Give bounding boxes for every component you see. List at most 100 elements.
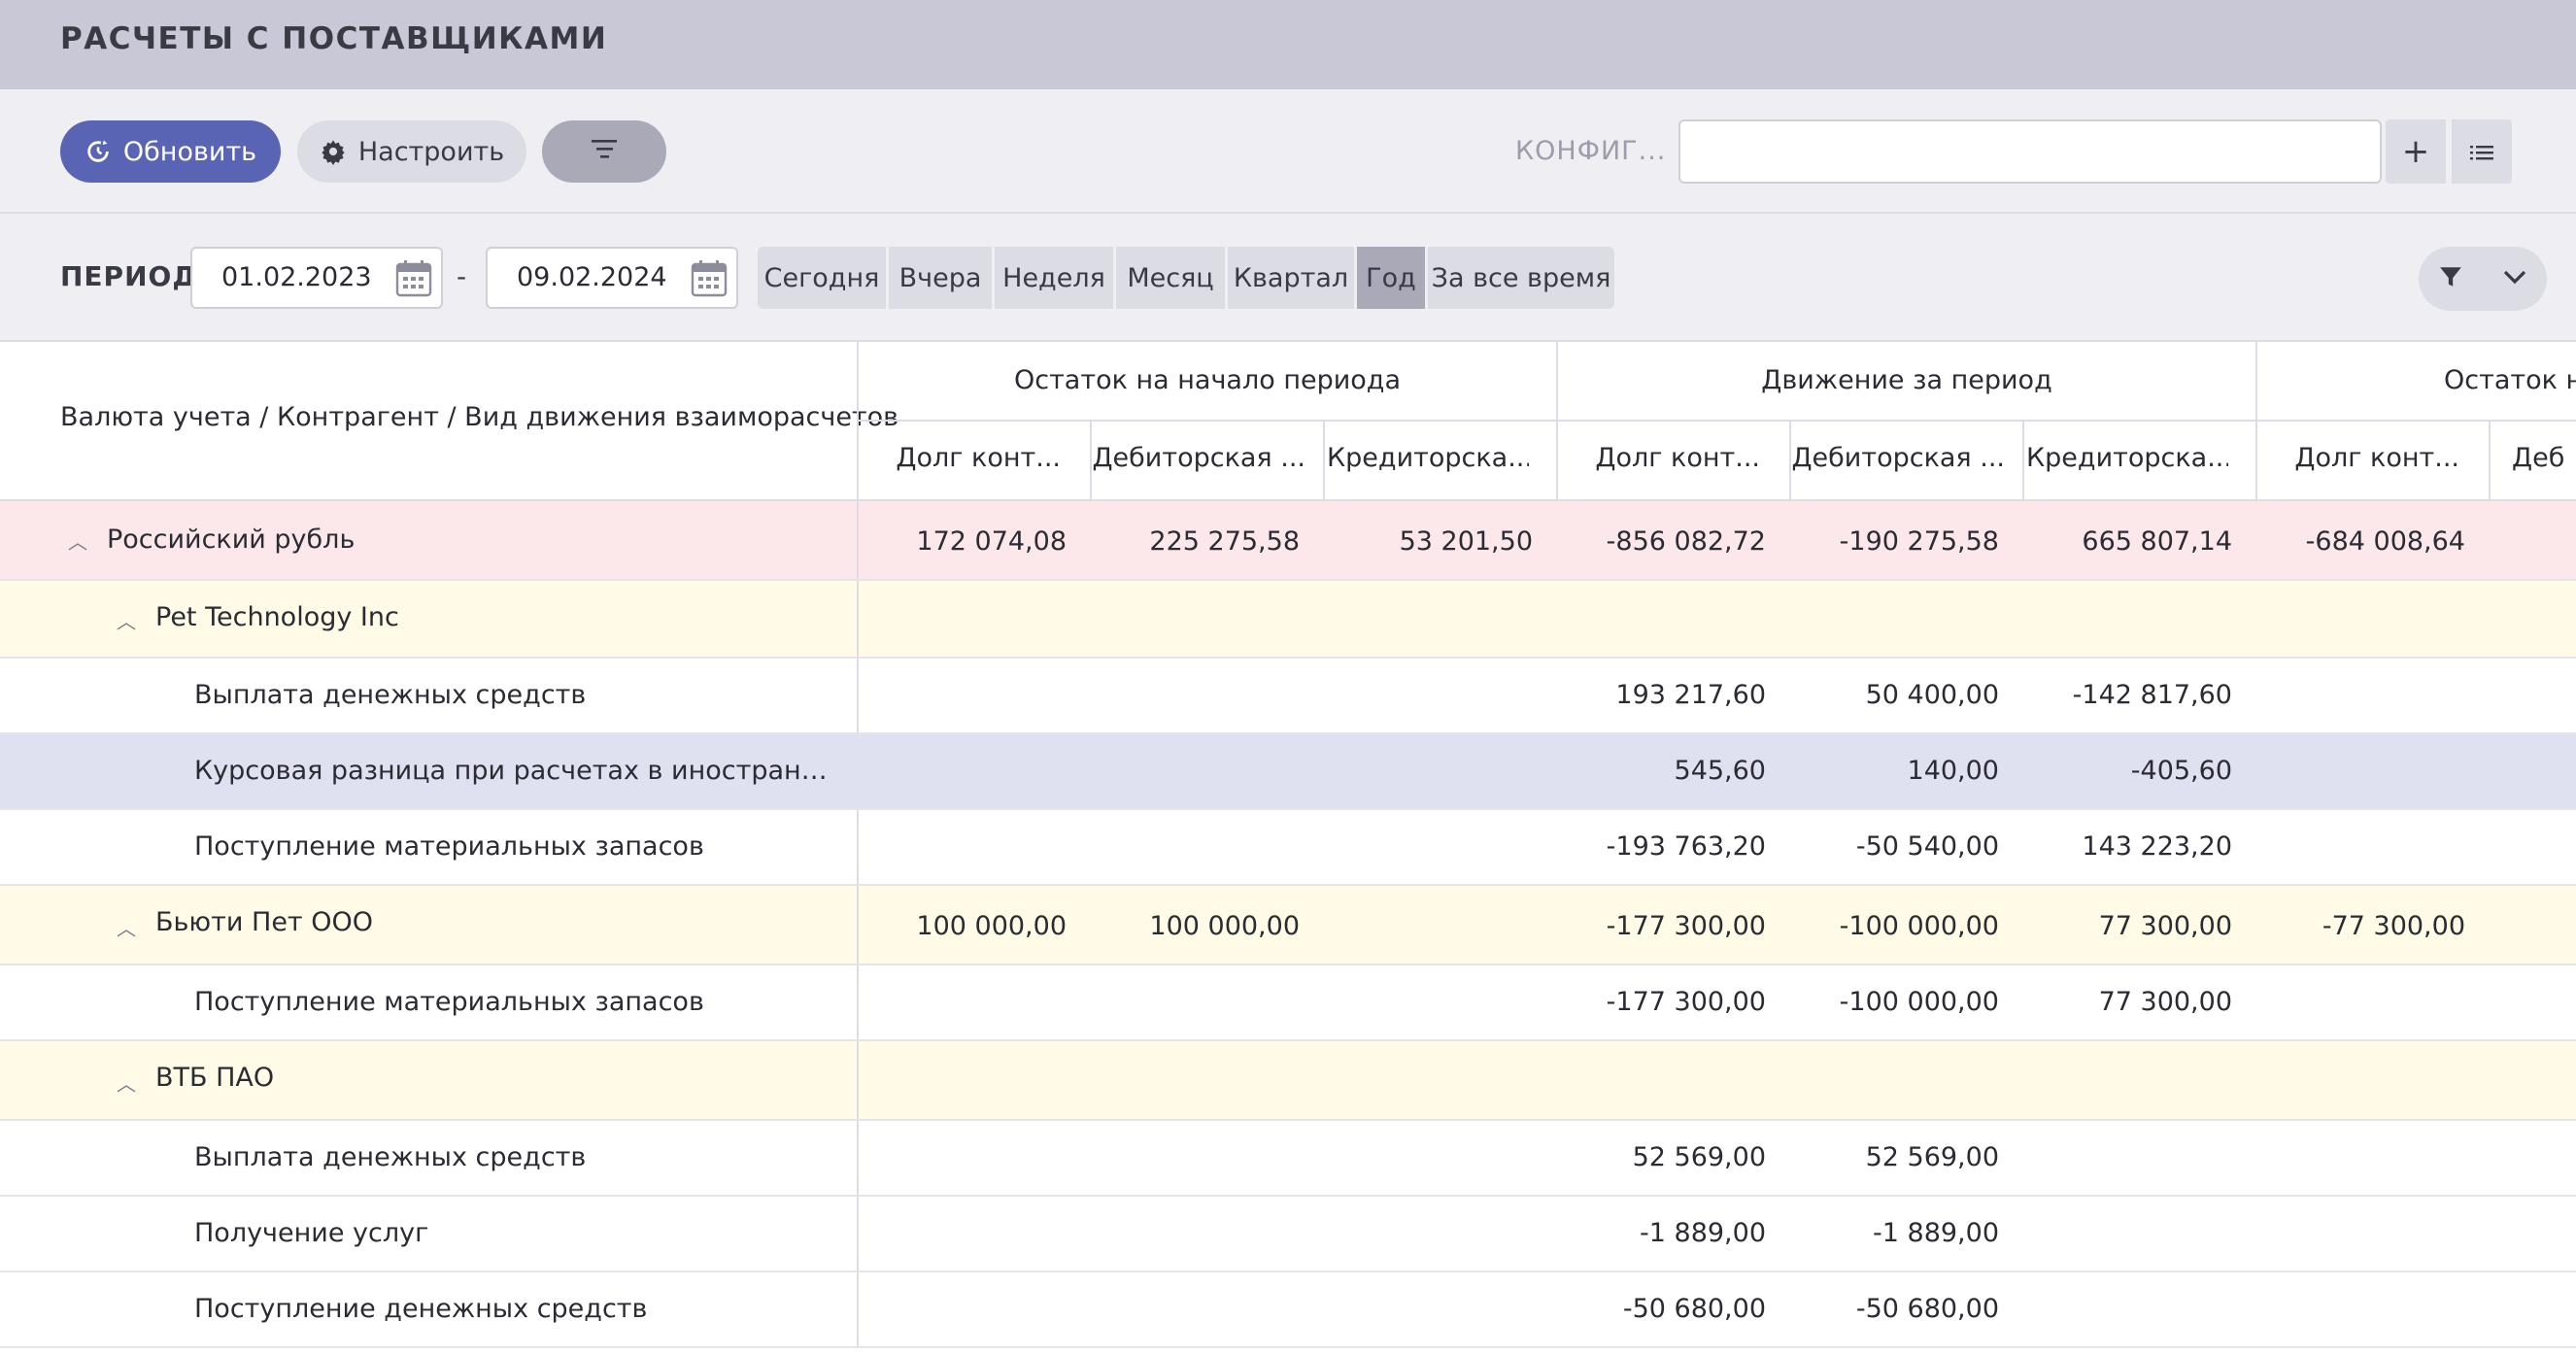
page-title: РАСЧЕТЫ С ПОСТАВЩИКАМИ [60,21,608,56]
add-config-button[interactable]: + [2386,119,2446,184]
table-row-counterparty[interactable]: ︿ Бьюти Пет ООО 100 000,00 100 000,00 -1… [0,886,2576,965]
cell-value: 665 807,14 [2082,526,2232,557]
row-header-label: Валюта учета / Контрагент / Вид движения… [60,402,899,432]
table-row[interactable]: Поступление материальных запасов -193 76… [0,810,2576,886]
sort-lines-icon [590,137,619,167]
cell-value: -77 300,00 [2322,911,2465,941]
collapse-caret-icon[interactable]: ︿ [68,530,87,554]
column-divider [857,810,859,884]
config-input[interactable] [1678,119,2382,184]
table-row[interactable]: Получение услуг -1 889,00 -1 889,00 [0,1197,2576,1272]
collapse-caret-icon[interactable]: ︿ [117,917,136,940]
column-divider [857,581,859,657]
preset-yesterday[interactable]: Вчера [889,247,992,309]
column-divider [1789,420,1791,501]
table-row[interactable]: Поступление материальных запасов -177 30… [0,965,2576,1041]
column-divider [857,1041,859,1119]
plus-icon: + [2401,132,2430,171]
col-header[interactable]: Дебиторская ... [1092,443,1305,473]
gear-icon [320,138,347,165]
sort-menu-button[interactable] [542,120,666,183]
cell-value: 52 569,00 [1865,1142,1999,1172]
row-label: Российский рубль [107,525,356,555]
column-divider [1556,342,1558,501]
table-row[interactable]: Выплата денежных средств 193 217,60 50 4… [0,659,2576,734]
refresh-icon [85,138,112,165]
col-header[interactable]: Кредиторска... [2026,443,2228,473]
date-from-value: 01.02.2023 [221,262,372,292]
cell-value: 50 400,00 [1865,680,1999,710]
collapse-caret-icon[interactable]: ︿ [117,610,136,633]
cell-value: -100 000,00 [1839,987,1999,1017]
preset-year[interactable]: Год [1357,247,1425,309]
cell-value: -190 275,58 [1839,526,1999,557]
row-label: Курсовая разница при расчетах в иностран… [194,756,835,786]
row-label: Выплата денежных средств [194,680,587,710]
period-label: ПЕРИОД [60,260,198,292]
refresh-button[interactable]: Обновить [60,120,281,183]
table-row-counterparty[interactable]: ︿ ВТБ ПАО [0,1041,2576,1121]
cell-value: 193 217,60 [1615,680,1766,710]
preset-today[interactable]: Сегодня [758,247,886,309]
table-row[interactable]: Поступление денежных средств -50 680,00 … [0,1272,2576,1348]
filter-icon [2438,264,2463,293]
cell-value: -50 680,00 [1855,1294,1999,1324]
date-to-field[interactable]: 09.02.2024 [486,247,738,309]
group-closing-balance: Остаток н [2444,365,2576,395]
cell-value: 100 000,00 [916,911,1067,941]
table-row[interactable]: Выплата денежных средств 52 569,00 52 56… [0,1121,2576,1197]
column-divider [1323,420,1325,501]
column-divider [2022,420,2024,501]
col-header[interactable]: Долг конт... [2294,443,2459,473]
col-header[interactable]: Кредиторска... [1327,443,1529,473]
calendar-icon[interactable] [690,258,729,303]
cell-value: -1 889,00 [1640,1218,1766,1248]
col-header[interactable]: Долг конт... [1595,443,1760,473]
row-label: Бьюти Пет ООО [155,907,374,937]
column-divider [857,342,859,501]
preset-all-time[interactable]: За все время [1428,247,1614,309]
row-label: Получение услуг [194,1218,429,1248]
cell-value: 225 275,58 [1149,526,1300,557]
cell-value: -177 300,00 [1606,911,1766,941]
table-row-counterparty[interactable]: ︿ Pet Technology Inc [0,581,2576,659]
col-header[interactable]: Долг конт... [896,443,1061,473]
collapse-caret-icon[interactable]: ︿ [117,1072,136,1096]
config-label: КОНФИГ... [1515,136,1667,166]
preset-month[interactable]: Месяц [1116,247,1225,309]
cell-value: 140,00 [1907,756,1999,786]
date-from-field[interactable]: 01.02.2023 [190,247,443,309]
column-divider [2489,420,2491,501]
settings-label: Настроить [357,136,505,167]
row-label: Выплата денежных средств [194,1142,587,1172]
column-divider [1090,420,1092,501]
col-header[interactable]: Дебиторская ... [1791,443,2005,473]
column-divider [857,886,859,964]
column-divider [2255,342,2257,501]
header-divider [857,420,2576,422]
preset-week[interactable]: Неделя [995,247,1113,309]
cell-value: -50 680,00 [1622,1294,1766,1324]
title-bar: РАСЧЕТЫ С ПОСТАВЩИКАМИ [0,0,2576,89]
date-range-dash: - [457,260,467,292]
cell-value: -856 082,72 [1606,526,1766,557]
column-divider [857,1272,859,1346]
filter-button[interactable] [2419,247,2483,311]
column-divider [857,659,859,732]
cell-value: -193 763,20 [1606,831,1766,862]
table-row-selected[interactable]: Курсовая разница при расчетах в иностран… [0,734,2576,810]
table-row-currency[interactable]: ︿ Российский рубль 172 074,08 225 275,58… [0,501,2576,581]
toolbar: Обновить Настроить КОНФИГ... + [0,89,2576,214]
cell-value: 172 074,08 [916,526,1067,557]
expand-filter-button[interactable] [2483,247,2547,311]
col-header[interactable]: Деб [2512,443,2565,473]
group-period-movement: Движение за период [1761,365,2052,395]
column-divider [857,501,859,579]
config-list-button[interactable] [2452,119,2512,184]
header-divider [0,499,2576,501]
row-label: Поступление материальных запасов [194,987,704,1017]
settings-button[interactable]: Настроить [297,120,526,183]
calendar-icon[interactable] [394,258,433,303]
preset-quarter[interactable]: Квартал [1228,247,1354,309]
column-divider [857,1197,859,1270]
